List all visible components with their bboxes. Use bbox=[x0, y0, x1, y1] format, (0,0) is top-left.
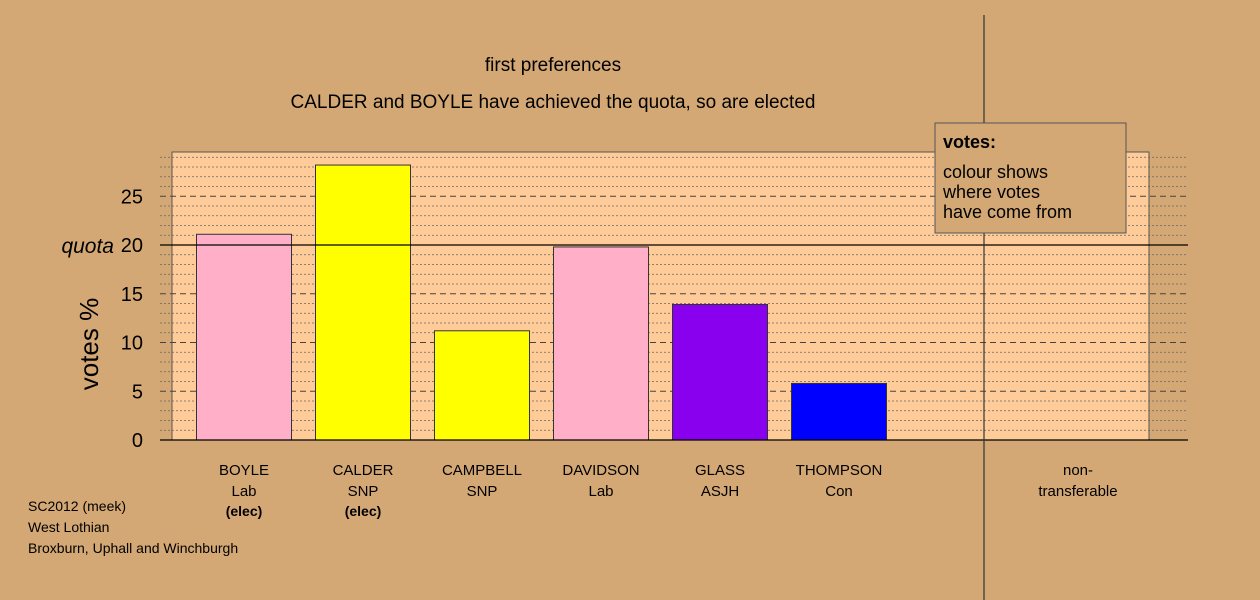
footer-line-1: SC2012 (meek) bbox=[28, 498, 126, 514]
x-label-party: SNP bbox=[348, 483, 379, 500]
nontransferable-label-line2: transferable bbox=[1038, 483, 1117, 500]
x-label-party: Lab bbox=[231, 483, 256, 500]
x-label-party: SNP bbox=[467, 483, 498, 500]
footer-line-2: West Lothian bbox=[28, 519, 109, 535]
x-label-party: ASJH bbox=[701, 483, 739, 500]
quota-label: quota bbox=[61, 235, 114, 258]
legend-box bbox=[934, 122, 1127, 234]
x-label-name: DAVIDSON bbox=[562, 462, 639, 479]
y-axis: 0 5 10 15 20 25 bbox=[121, 186, 143, 452]
footer-line-3: Broxburn, Uphall and Winchburgh bbox=[28, 540, 238, 556]
y-tick-label: 10 bbox=[121, 333, 143, 355]
legend: votes: colour shows where votes have com… bbox=[934, 122, 1127, 234]
y-tick-label: 15 bbox=[121, 284, 143, 306]
x-axis-labels: BOYLE Lab (elec) CALDER SNP (elec) CAMPBELL SNP… bbox=[219, 462, 882, 519]
y-tick-label: 25 bbox=[121, 186, 143, 208]
x-label-elected: (elec) bbox=[345, 503, 382, 519]
x-label-name: CAMPBELL bbox=[442, 462, 522, 479]
bar-campbell bbox=[434, 330, 530, 441]
y-tick-label: 0 bbox=[132, 430, 143, 452]
y-tick-label: 20 bbox=[121, 235, 143, 257]
chart-subtitle: CALDER and BOYLE have achieved the quota… bbox=[291, 92, 816, 113]
bar-glass bbox=[672, 303, 768, 441]
x-label-name: CALDER bbox=[333, 462, 394, 479]
legend-line-1: colour shows bbox=[943, 162, 1048, 182]
x-label-elected: (elec) bbox=[226, 503, 263, 519]
bar-calder bbox=[315, 164, 411, 441]
x-label-name: GLASS bbox=[695, 462, 745, 479]
nontransferable-label-line1: non- bbox=[1063, 462, 1093, 479]
bar-thompson bbox=[791, 382, 887, 441]
bar-group bbox=[196, 164, 887, 441]
y-axis-label: votes % bbox=[74, 298, 104, 391]
bar-davidson bbox=[553, 246, 649, 441]
x-label-name: BOYLE bbox=[219, 462, 269, 479]
x-label-name: THOMPSON bbox=[796, 462, 883, 479]
y-tick-label: 5 bbox=[132, 381, 143, 403]
bar-boyle bbox=[196, 233, 292, 441]
x-label-party: Con bbox=[825, 483, 853, 500]
legend-line-2: where votes bbox=[942, 182, 1040, 202]
legend-line-3: have come from bbox=[943, 202, 1072, 222]
legend-title: votes: bbox=[943, 132, 996, 152]
chart-title: first preferences bbox=[485, 55, 621, 76]
x-label-party: Lab bbox=[588, 483, 613, 500]
